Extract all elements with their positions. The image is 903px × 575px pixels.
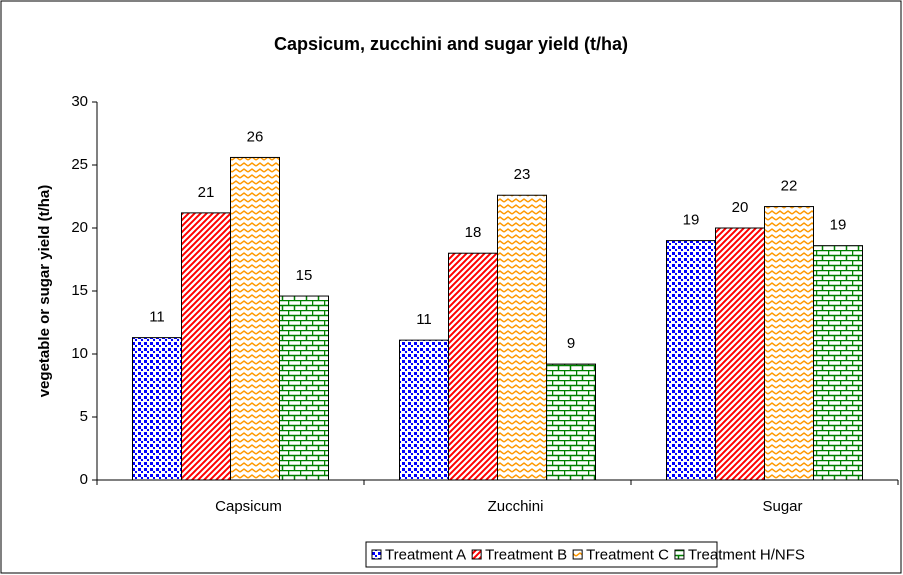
bar [448,252,498,481]
bar [764,206,814,481]
value-label: 11 [149,309,165,326]
value-label: 26 [247,128,264,145]
bar [399,339,449,481]
bar [715,227,765,481]
bar [497,194,547,481]
y-axis-label: vegetable or sugar yield (t/ha) [36,185,53,398]
value-label: 21 [198,184,215,201]
legend-label: Treatment H/NFS [688,546,805,563]
y-tick-label: 5 [80,408,88,425]
x-tick-label: Capsicum [215,498,282,515]
y-tick-label: 25 [71,156,88,173]
y-tick-label: 0 [80,471,88,488]
value-label: 22 [781,178,798,195]
value-label: 11 [416,311,432,328]
chart-title: Capsicum, zucchini and sugar yield (t/ha… [274,34,628,54]
x-tick-label: Zucchini [488,498,544,515]
bar [181,212,231,481]
value-label: 18 [465,224,482,241]
value-label: 19 [830,217,847,234]
value-label: 9 [567,335,575,352]
value-label: 19 [683,212,700,229]
y-tick-label: 15 [71,282,88,299]
legend-swatch [371,549,382,560]
bar [813,245,863,481]
value-label: 23 [514,166,531,183]
value-label: 20 [732,199,749,216]
bar [230,156,280,481]
legend-swatch [674,549,685,560]
bar [132,337,182,481]
legend-label: Treatment A [385,546,466,563]
y-tick-label: 30 [71,93,88,110]
legend-label: Treatment B [485,546,567,563]
legend-box [365,541,718,568]
bar [279,295,329,481]
legend-swatch [572,549,583,560]
value-label: 15 [296,267,313,284]
x-tick-label: Sugar [762,498,802,515]
bar [546,363,596,481]
y-tick-label: 10 [71,345,88,362]
y-tick-label: 20 [71,219,88,236]
bar [666,240,716,481]
legend-swatch [471,549,482,560]
legend-label: Treatment C [586,546,669,563]
